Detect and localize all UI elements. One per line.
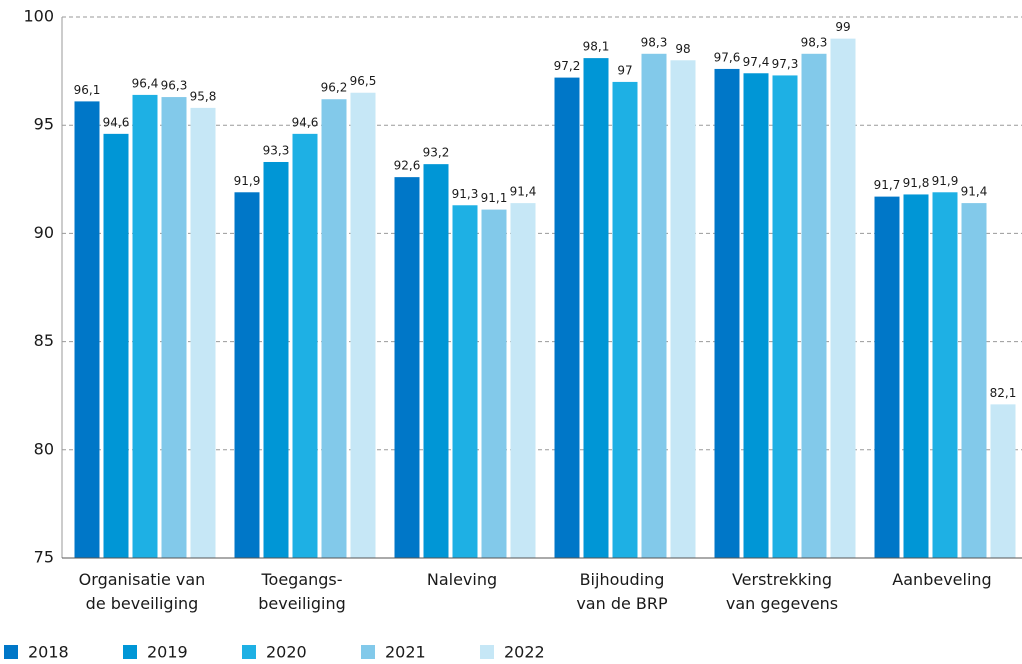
bar <box>423 164 449 559</box>
value-label: 93,3 <box>263 143 290 157</box>
value-label: 96,3 <box>161 79 188 93</box>
bar <box>452 205 478 558</box>
legend-label: 2020 <box>266 643 307 662</box>
bar <box>612 81 638 559</box>
value-label: 97,3 <box>772 57 799 71</box>
value-label: 99 <box>835 20 850 34</box>
value-label: 98,1 <box>583 40 610 54</box>
value-label: 96,4 <box>132 76 159 90</box>
bar <box>641 53 667 559</box>
bar <box>292 133 318 558</box>
value-label: 96,5 <box>350 74 377 88</box>
bar <box>874 196 900 558</box>
legend-label: 2019 <box>147 643 188 662</box>
bar <box>103 133 129 558</box>
bar <box>961 203 987 558</box>
value-label: 91,3 <box>452 187 479 201</box>
value-label: 96,2 <box>321 81 348 95</box>
legend-swatch <box>480 645 494 659</box>
value-label: 91,9 <box>932 174 959 188</box>
bar <box>772 75 798 558</box>
bar <box>481 209 507 558</box>
bar <box>801 53 827 559</box>
value-label: 82,1 <box>990 386 1017 400</box>
y-tick-label: 75 <box>34 548 54 567</box>
value-label: 91,4 <box>961 185 988 199</box>
legend-label: 2022 <box>504 643 545 662</box>
y-tick-label: 80 <box>34 439 54 458</box>
value-label: 97,4 <box>743 55 770 69</box>
bar <box>670 60 696 558</box>
y-tick-label: 90 <box>34 223 54 242</box>
y-tick-label: 85 <box>34 331 54 350</box>
value-label: 98,3 <box>641 35 668 49</box>
x-tick-label: Aanbeveling <box>892 570 992 589</box>
value-label: 98 <box>675 42 690 56</box>
value-label: 96,1 <box>74 83 101 97</box>
value-label: 93,2 <box>423 146 450 160</box>
x-tick-label: Naleving <box>426 570 498 589</box>
legend-label: 2021 <box>385 643 426 662</box>
value-label: 97,6 <box>714 50 741 64</box>
x-tick-label: Toegangs- beveiliging <box>258 570 346 613</box>
bar <box>510 203 536 558</box>
value-label: 91,8 <box>903 176 930 190</box>
value-label: 94,6 <box>103 115 130 129</box>
bar <box>903 194 929 558</box>
bar <box>132 94 158 559</box>
x-tick-label: Verstrekking van gegevens <box>725 570 839 613</box>
bar <box>321 99 347 559</box>
bar <box>263 161 289 558</box>
bar <box>714 68 740 558</box>
value-label: 91,9 <box>234 174 261 188</box>
bar <box>190 107 216 558</box>
value-label: 91,4 <box>510 185 537 199</box>
bar <box>990 404 1016 558</box>
value-label: 97,2 <box>554 59 581 73</box>
bar <box>350 92 376 559</box>
x-tick-label: Organisatie van de beveiliging <box>78 570 206 613</box>
bar <box>161 97 187 559</box>
legend-swatch <box>361 645 375 659</box>
legend-swatch <box>123 645 137 659</box>
value-label: 91,1 <box>481 191 508 205</box>
value-label: 97 <box>617 63 632 77</box>
legend-swatch <box>242 645 256 659</box>
value-label: 95,8 <box>190 89 217 103</box>
y-tick-label: 100 <box>23 7 54 26</box>
value-label: 92,6 <box>394 159 421 173</box>
bar <box>932 192 958 558</box>
value-label: 98,3 <box>801 35 828 49</box>
legend-swatch <box>4 645 18 659</box>
bar <box>74 101 100 559</box>
value-label: 91,7 <box>874 178 901 192</box>
bar <box>234 192 260 558</box>
bar <box>394 177 420 559</box>
y-tick-label: 95 <box>34 115 54 134</box>
legend-label: 2018 <box>28 643 69 662</box>
bar <box>743 73 769 558</box>
x-tick-label: Bijhouding van de BRP <box>576 570 668 613</box>
bar <box>583 58 609 559</box>
value-label: 94,6 <box>292 115 319 129</box>
bar <box>554 77 580 558</box>
bar <box>830 38 856 558</box>
